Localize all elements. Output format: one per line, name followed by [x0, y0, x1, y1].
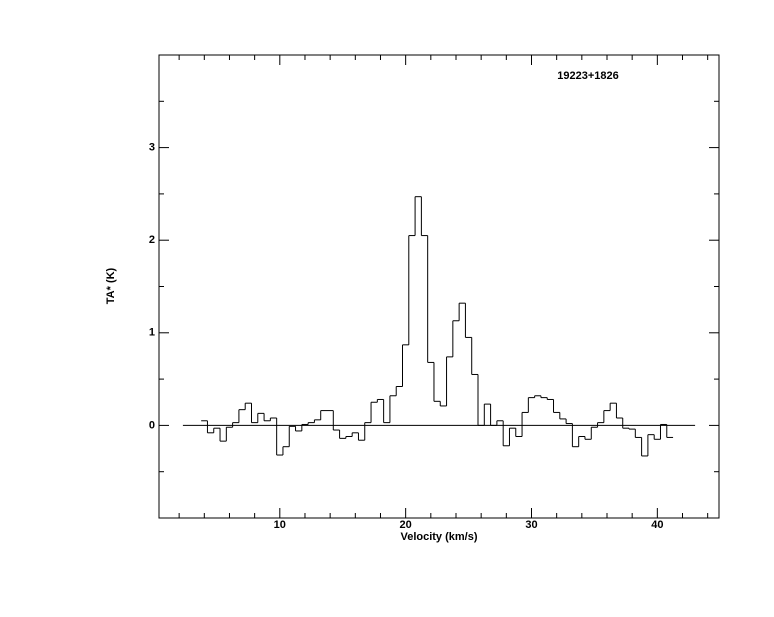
x-tick-label: 40: [651, 519, 663, 531]
chart-title: 19223+1826: [557, 70, 618, 82]
y-axis-label: TA* (K): [105, 267, 117, 304]
x-tick-label: 30: [525, 519, 537, 531]
y-tick-label: 0: [149, 419, 155, 431]
x-tick-label: 10: [274, 519, 286, 531]
y-tick-label: 1: [149, 327, 155, 339]
x-axis-label: Velocity (km/s): [400, 531, 477, 543]
y-tick-label: 3: [149, 142, 155, 154]
x-tick-label: 20: [400, 519, 412, 531]
plot-frame: [158, 54, 720, 519]
y-tick-label: 2: [149, 234, 155, 246]
